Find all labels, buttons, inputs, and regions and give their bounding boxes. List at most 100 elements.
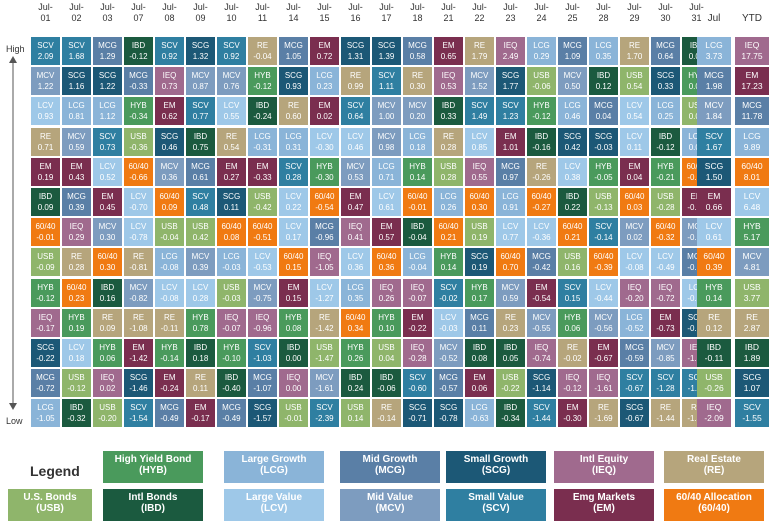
heatmap-cell: SCV 0.92: [217, 37, 246, 65]
cell-asset-code: EM: [628, 161, 641, 171]
heatmap-cell: MCV 0.98: [372, 127, 401, 156]
heatmap-cell: LCG 0.31: [279, 127, 308, 156]
cell-asset-code: EM: [535, 282, 548, 292]
cell-return-value: 0.73: [161, 82, 178, 92]
cell-asset-code: MCV: [377, 101, 396, 111]
column-header-day: 17: [381, 13, 392, 23]
legend-item-name: Mid Value: [366, 492, 414, 503]
cell-return-value: 0.15: [285, 263, 302, 273]
cell-asset-code: HYB: [440, 252, 457, 262]
heatmap-cell: 60/40 0.03: [620, 188, 649, 216]
cell-asset-code: SCG: [129, 373, 148, 383]
cell-return-value: -0.16: [532, 142, 551, 152]
column-header-month: Jul-: [689, 2, 704, 12]
heatmap-cell: MCV 0.02: [620, 218, 649, 247]
cell-return-value: 0.64: [347, 112, 364, 122]
cell-asset-code: 60/40: [66, 282, 87, 292]
heatmap-cell: MCV -0.55: [527, 308, 556, 337]
cell-asset-code: RE: [132, 252, 145, 262]
cell-asset-code: MCG: [222, 403, 241, 413]
column-header-day: 10: [226, 13, 237, 23]
cell-return-value: -0.78: [439, 414, 458, 424]
column-header: Jul- 02: [62, 2, 91, 24]
heatmap-cell: MCG -0.33: [124, 67, 153, 96]
cell-return-value: 1.07: [743, 383, 761, 394]
cell-asset-code: MCG: [682, 252, 711, 261]
cell-asset-code: SCV: [502, 101, 519, 111]
heatmap-cell: MCV 1.84: [697, 97, 731, 126]
heatmap-cell: 60/40 0.39: [697, 248, 731, 277]
column-header-month: Jul-: [627, 2, 642, 12]
legend-item-code: (SCV): [482, 503, 510, 514]
cell-return-value: 0.09: [99, 323, 116, 333]
cell-return-value: -0.36: [532, 233, 551, 243]
heatmap-cell: SCG 0.46: [155, 127, 184, 156]
cell-return-value: 0.43: [68, 172, 85, 182]
cell-asset-code: USB: [626, 71, 643, 81]
cell-asset-code: EM: [411, 312, 424, 322]
cell-asset-code: IEQ: [441, 71, 456, 81]
cell-asset-code: EM: [318, 101, 331, 111]
cell-return-value: 1.70: [626, 52, 643, 61]
cell-return-value: 4.81: [743, 262, 761, 273]
cell-return-value: 2.09: [37, 52, 54, 61]
cell-return-value: 0.47: [347, 203, 364, 212]
cell-return-value: -2.09: [704, 413, 724, 424]
cell-return-value: -0.74: [532, 354, 551, 363]
cell-asset-code: SCG: [470, 252, 489, 262]
cell-return-value: 0.06: [564, 323, 581, 333]
column-header: Jul- 16: [341, 2, 370, 24]
cell-return-value: -1.55: [742, 413, 762, 424]
heatmap-cell: USB -0.13: [589, 188, 618, 216]
cell-asset-code: LCG: [99, 101, 116, 111]
cell-return-value: -0.73: [656, 323, 675, 333]
cell-return-value: 0.14: [705, 292, 723, 303]
heatmap-cell: IEQ -2.09: [697, 399, 731, 428]
heatmap-cell: EM -0.73: [651, 308, 680, 337]
heatmap-cell: SCV 0.73: [93, 127, 122, 156]
heatmap-cell: EM -0.54: [527, 278, 556, 307]
heatmap-cell: EM 0.65: [434, 37, 463, 65]
heatmap-cell: IEQ -0.20: [620, 278, 649, 307]
cell-asset-code: LCV: [99, 161, 116, 171]
cell-asset-code: HYB: [223, 343, 240, 352]
cell-return-value: 0.02: [99, 384, 116, 394]
cell-return-value: 3.77: [743, 292, 761, 303]
cell-return-value: 17.75: [741, 51, 763, 61]
heatmap-cell: SCV -1.54: [124, 399, 153, 428]
heatmap-cell: USB -0.04: [155, 218, 184, 247]
heatmap-cell: MCG 11.78: [735, 97, 769, 126]
heatmap-cell: IEQ 0.55: [465, 157, 494, 186]
column-header-month: Jul-: [317, 2, 332, 12]
column-header: Jul- 30: [651, 2, 680, 24]
cell-return-value: 0.93: [285, 82, 302, 92]
cell-return-value: -0.26: [704, 383, 724, 394]
cell-asset-code: USB: [595, 192, 612, 201]
cell-asset-code: LCV: [657, 252, 674, 262]
column-header-month: Jul-: [596, 2, 611, 12]
heatmap-cell: LCV -0.08: [155, 278, 184, 307]
column-header-month: Jul-: [534, 2, 549, 12]
cell-asset-code: 60/40: [562, 222, 583, 232]
cell-return-value: 1.12: [99, 112, 116, 122]
column-header: Jul- 29: [620, 2, 649, 24]
cell-asset-code: LCG: [533, 41, 550, 50]
heatmap-cell: MCG 0.58: [403, 37, 432, 65]
cell-asset-code: IEQ: [534, 343, 549, 352]
column-header: YTD: [735, 13, 769, 25]
cell-return-value: 1.22: [37, 82, 54, 92]
legend-item-name: High Yield Bond: [114, 454, 192, 465]
cell-return-value: -0.03: [222, 263, 241, 273]
cell-asset-code: 60/40: [655, 222, 676, 232]
column-header-month: Jul-: [503, 2, 518, 12]
heatmap-cell: IEQ -0.12: [558, 369, 587, 398]
heatmap-cell: LCV 0.93: [31, 97, 60, 126]
cell-asset-code: MCG: [253, 373, 272, 383]
cell-asset-code: MCG: [594, 101, 613, 111]
cell-asset-code: SCV: [378, 71, 395, 81]
heatmap-cell: USB -0.01: [279, 399, 308, 428]
cell-asset-code: SCG: [656, 71, 675, 81]
cell-return-value: -0.09: [36, 263, 55, 273]
cell-return-value: -1.07: [253, 384, 272, 394]
